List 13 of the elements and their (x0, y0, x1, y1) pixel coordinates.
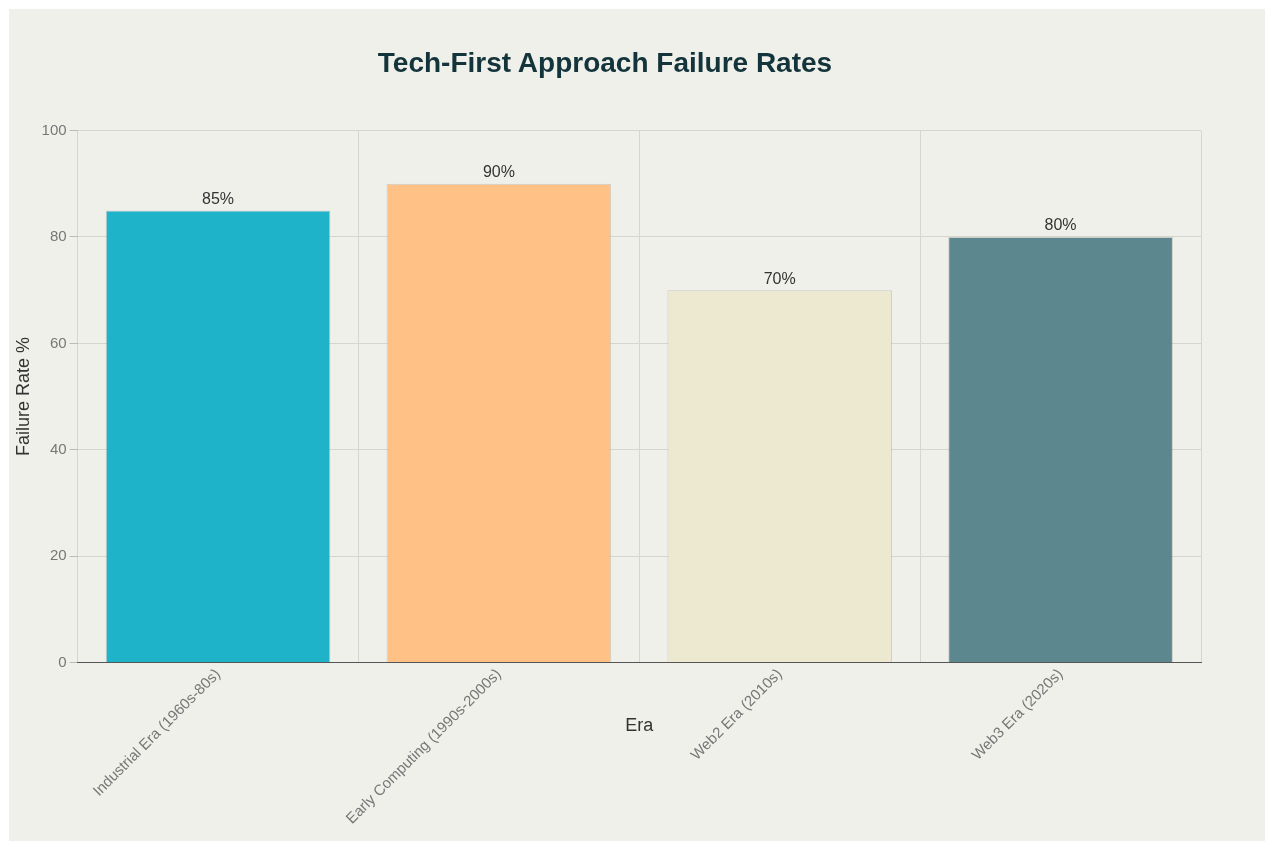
y-tick-label: 40 (49, 439, 67, 457)
x-axis-title: Era (625, 715, 655, 736)
y-tick-label: 0 (58, 652, 67, 670)
y-tick-label: 100 (41, 120, 67, 138)
data-label: 85% (202, 189, 235, 207)
data-label: 90% (482, 163, 515, 181)
y-tick-label: 20 (49, 546, 67, 564)
y-tick-label: 80 (49, 227, 67, 245)
y-axis-title: Failure Rate % (12, 337, 33, 457)
chart-title: Tech-First Approach Failure Rates (377, 46, 833, 78)
y-tick-label: 60 (49, 333, 67, 351)
data-label: 70% (763, 269, 796, 287)
data-label: 80% (1044, 216, 1077, 234)
